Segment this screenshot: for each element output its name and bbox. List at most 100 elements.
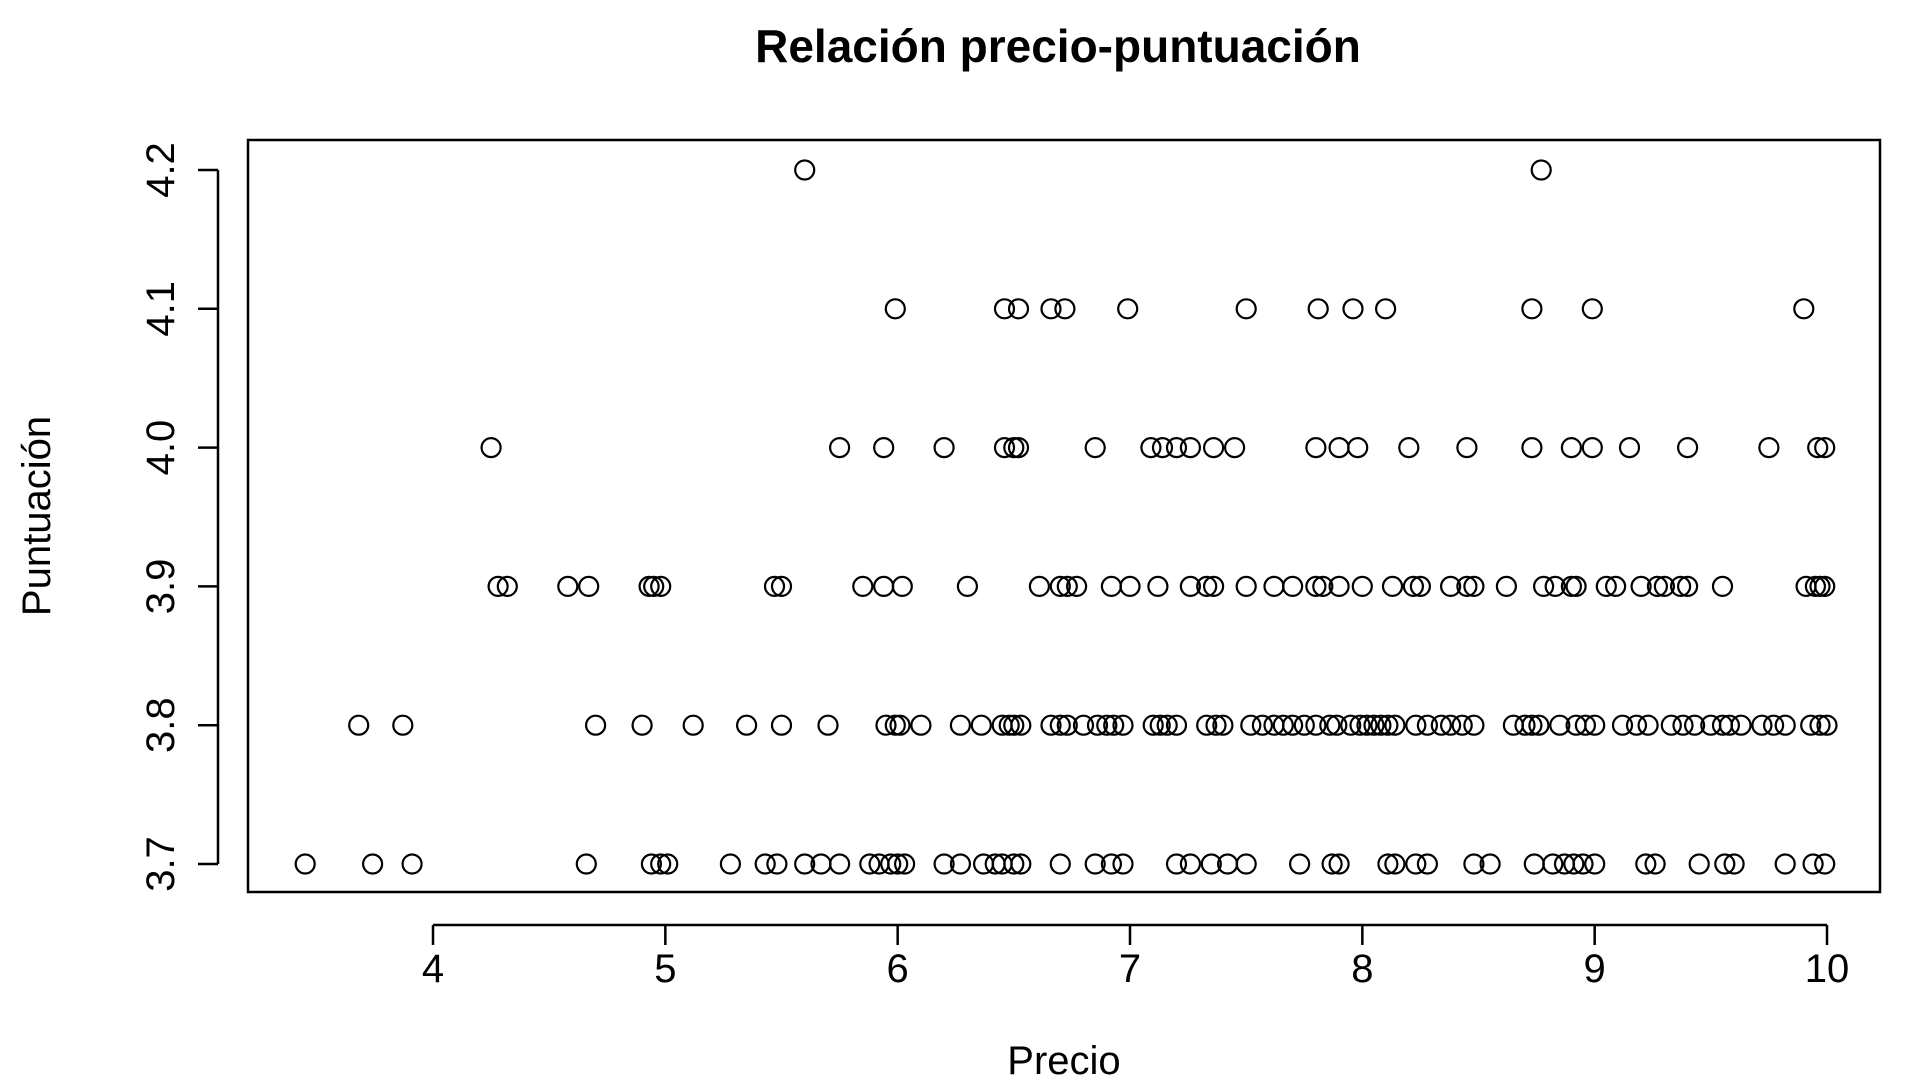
data-point — [1800, 714, 1822, 736]
data-point — [1312, 575, 1334, 598]
data-point — [887, 853, 909, 875]
data-point — [1521, 714, 1543, 736]
data-point — [1200, 853, 1222, 875]
data-point — [1326, 714, 1348, 736]
data-point — [1272, 714, 1294, 736]
data-point — [1235, 853, 1257, 875]
data-point — [884, 298, 906, 320]
data-point — [1430, 714, 1452, 736]
data-point — [1377, 853, 1399, 875]
data-point — [1409, 575, 1432, 598]
data-point — [972, 853, 995, 875]
y-tick-label: 4.0 — [139, 420, 183, 476]
data-point — [1762, 714, 1785, 736]
data-point — [1402, 575, 1425, 598]
x-tick-label: 10 — [1805, 947, 1850, 991]
data-point — [1288, 853, 1311, 875]
data-point — [1349, 714, 1371, 736]
data-point — [1669, 575, 1692, 598]
data-point — [1328, 575, 1350, 598]
x-tick-label: 8 — [1351, 947, 1373, 991]
data-point — [1653, 575, 1676, 598]
data-point — [1251, 714, 1274, 736]
data-point — [1563, 853, 1585, 875]
y-tick-label: 3.9 — [139, 559, 183, 615]
data-point — [933, 437, 955, 459]
x-axis: 4 5 6 7 8 9 10 — [422, 923, 1850, 991]
data-point — [1523, 853, 1545, 875]
data-point — [719, 853, 742, 875]
data-point — [1495, 575, 1518, 598]
data-point — [993, 437, 1016, 459]
data-point — [1117, 298, 1139, 320]
data-point — [1100, 853, 1123, 875]
data-point — [1049, 714, 1071, 736]
data-point — [1611, 714, 1634, 736]
data-point — [1321, 853, 1343, 875]
data-point — [1814, 575, 1836, 598]
data-point — [1646, 575, 1669, 598]
data-point — [1347, 437, 1369, 459]
y-axis-label: Puntuación — [15, 416, 59, 616]
data-point — [1463, 575, 1485, 598]
data-point — [794, 853, 816, 875]
data-point — [1096, 714, 1118, 736]
data-point — [1807, 437, 1829, 459]
data-point — [1065, 575, 1088, 598]
data-point — [852, 575, 874, 598]
data-point — [1809, 575, 1831, 598]
data-point — [1730, 714, 1752, 736]
data-point — [1112, 853, 1134, 875]
data-point — [1363, 714, 1385, 736]
data-point — [1370, 714, 1392, 736]
data-point — [1456, 575, 1478, 598]
data-point — [1305, 714, 1327, 736]
data-point — [1521, 298, 1543, 320]
data-point — [1793, 298, 1815, 320]
y-tick-label: 4.2 — [139, 142, 183, 198]
data-point — [1384, 853, 1406, 875]
data-point — [770, 575, 793, 598]
data-point — [1774, 853, 1796, 875]
data-point — [1581, 298, 1603, 320]
data-point — [766, 853, 788, 875]
data-point — [1618, 437, 1641, 459]
data-point — [1560, 437, 1583, 459]
data-point — [1212, 714, 1234, 736]
data-point — [1328, 853, 1350, 875]
data-point — [1202, 437, 1225, 459]
data-point — [1028, 575, 1051, 598]
data-point — [362, 853, 384, 875]
data-point — [1574, 714, 1597, 736]
data-point — [1151, 437, 1174, 459]
data-point — [1676, 575, 1699, 598]
data-point — [933, 853, 955, 875]
data-point — [1235, 298, 1257, 320]
data-point — [1374, 298, 1397, 320]
data-point — [873, 575, 895, 598]
data-point — [1235, 575, 1257, 598]
data-point — [1086, 714, 1109, 736]
data-point — [1165, 714, 1188, 736]
data-point — [1479, 853, 1501, 875]
data-point — [1774, 714, 1796, 736]
data-point — [1179, 437, 1202, 459]
data-point — [557, 575, 579, 598]
data-point — [496, 575, 518, 598]
data-point — [949, 714, 972, 736]
data-point — [575, 853, 597, 875]
data-point — [1342, 298, 1364, 320]
y-tick-label: 4.1 — [139, 281, 183, 337]
data-point — [1660, 714, 1682, 736]
data-point — [578, 575, 600, 598]
data-point — [1416, 714, 1439, 736]
data-point — [640, 853, 663, 875]
data-point — [1179, 853, 1202, 875]
x-tick-label: 7 — [1119, 947, 1141, 991]
data-point — [1635, 853, 1657, 875]
data-point — [1463, 714, 1485, 736]
data-point — [993, 298, 1016, 320]
data-point — [1711, 575, 1734, 598]
data-point — [1084, 437, 1106, 459]
